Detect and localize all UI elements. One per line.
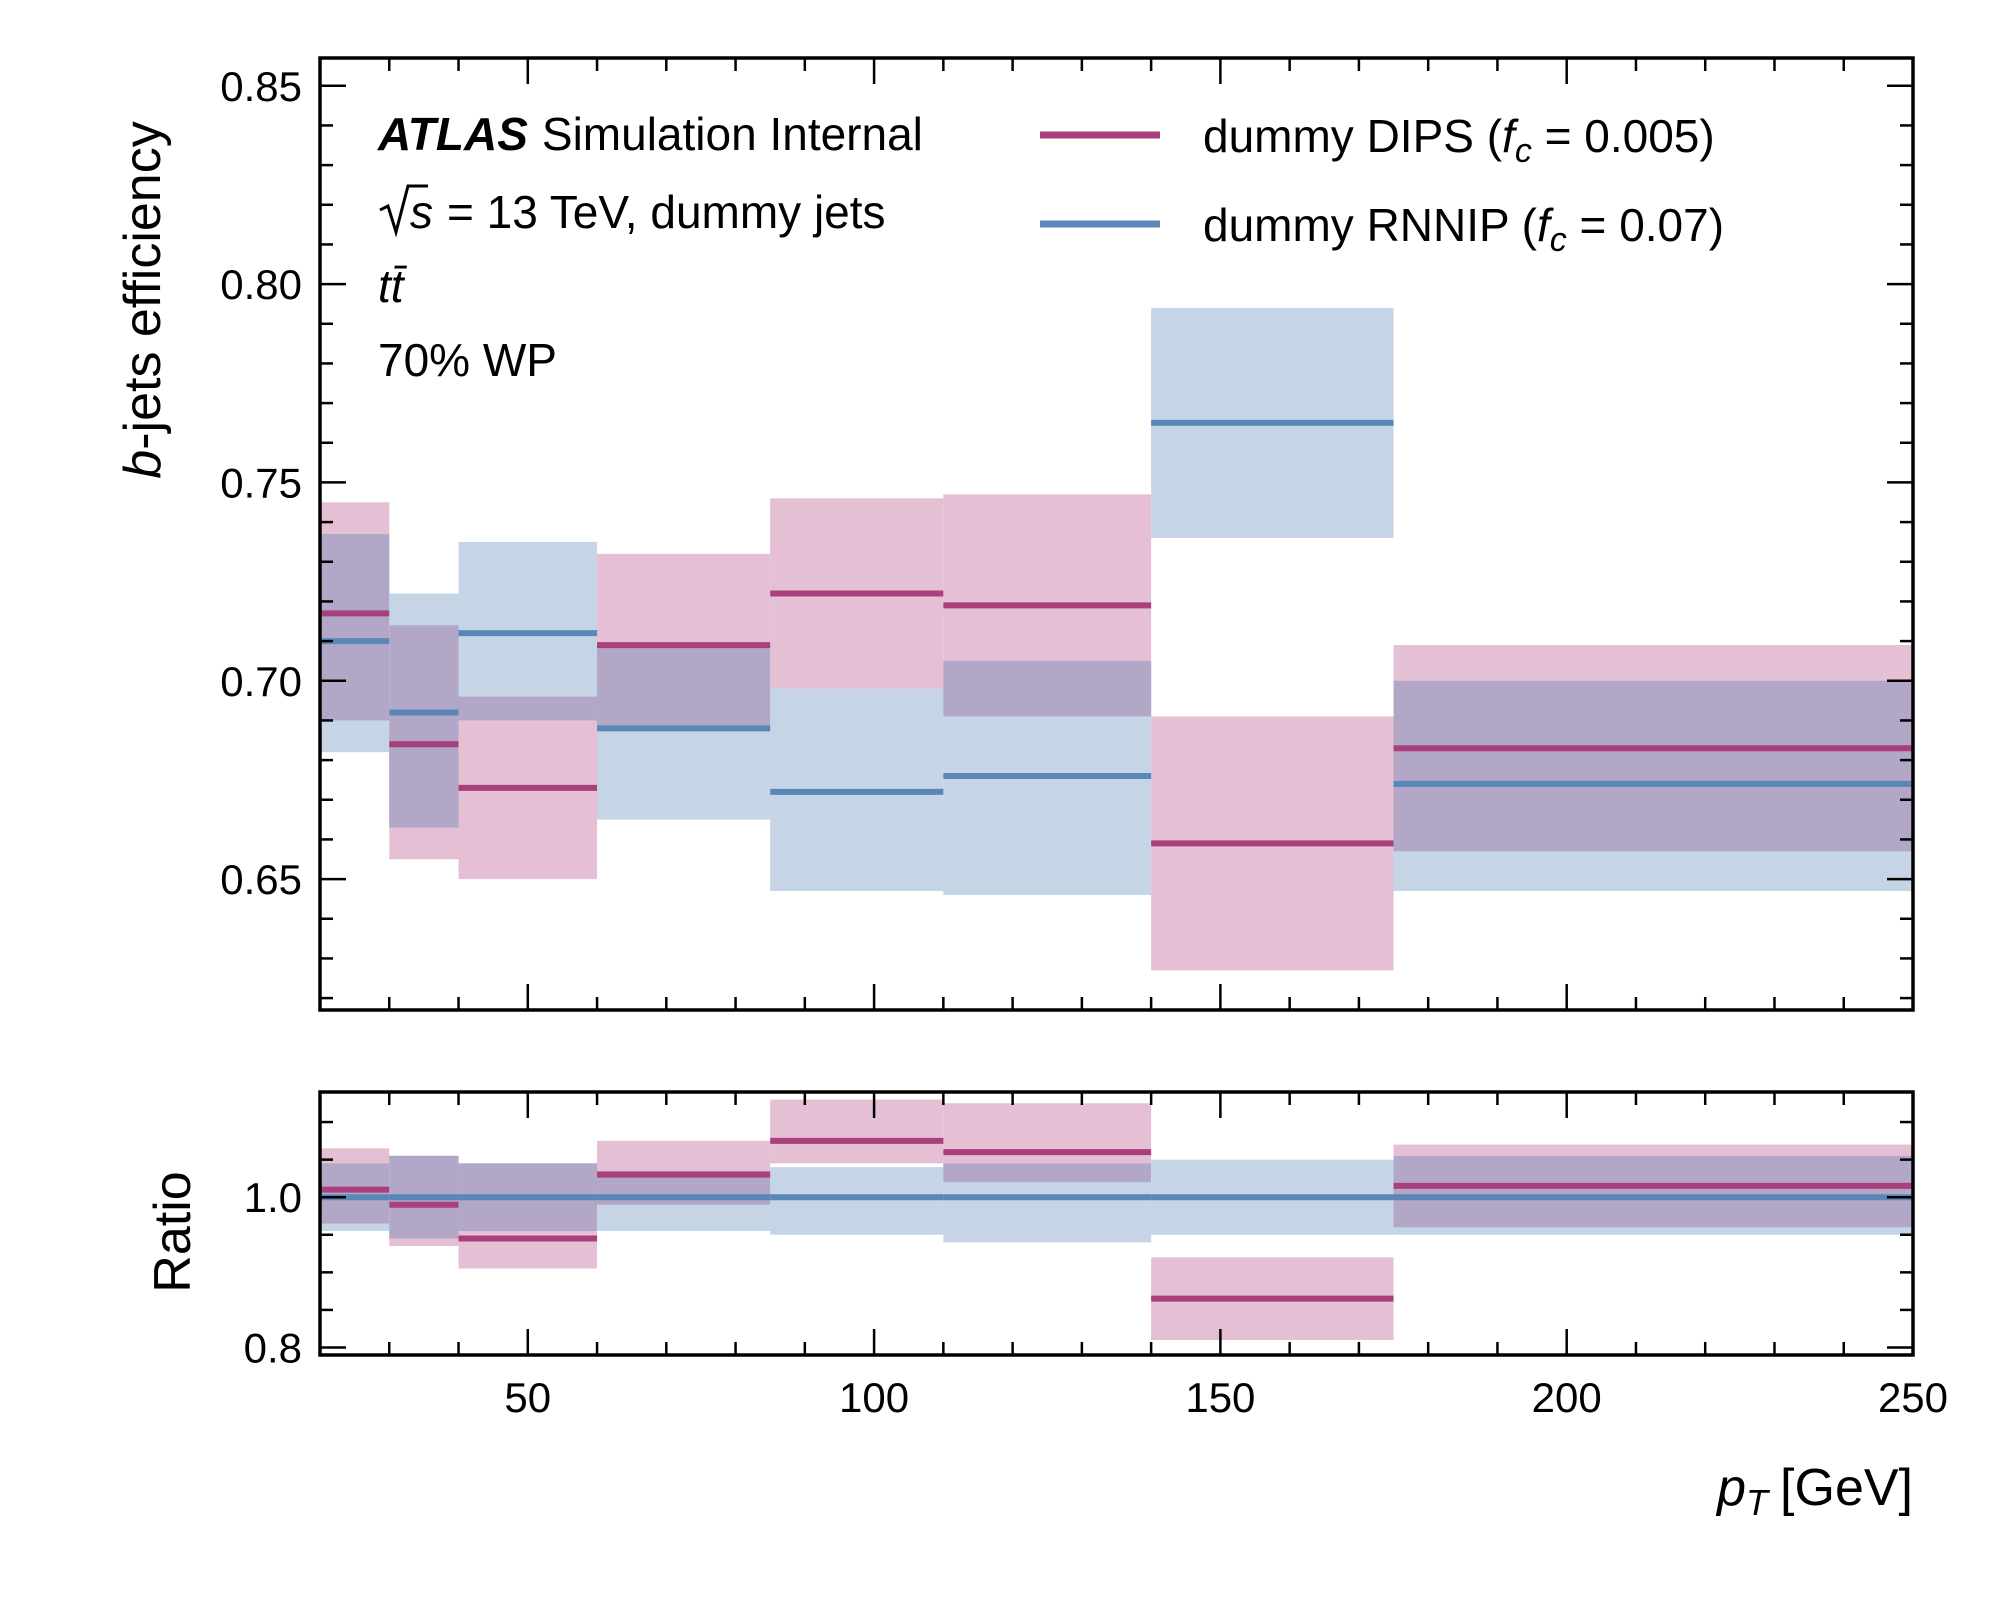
working-point-label: 70% WP: [378, 334, 557, 386]
x-tick-labels: 50 100 150 200 250: [504, 1374, 1948, 1421]
efficiency-y-tick-label: 0.65: [220, 856, 302, 903]
x-tick-label: 150: [1185, 1374, 1255, 1421]
x-axis-title: pT [GeV]: [1715, 1459, 1913, 1523]
ratio-lines: [320, 1137, 1913, 1302]
ratio-error-bands: [320, 1099, 1913, 1340]
ratio-overlap-band: [943, 1163, 1152, 1183]
ratio-y-tick-label: 0.8: [244, 1324, 302, 1371]
efficiency-overlap-band: [389, 625, 459, 828]
efficiency-y-tick-labels: 0.65 0.70 0.75 0.80 0.85: [220, 63, 302, 903]
efficiency-panel: 0.65 0.70 0.75 0.80 0.85: [220, 56, 1915, 1012]
energy-annotation: s = 13 TeV, dummy jets: [379, 184, 886, 238]
efficiency-lines: [320, 419, 1913, 847]
sqrt-s-symbol: s = 13 TeV, dummy jets: [410, 186, 886, 238]
ratio-plot-frame: [318, 1090, 1915, 1357]
legend-entry-dips: dummy DIPS (fc = 0.005): [1040, 110, 1715, 170]
efficiency-y-tick-label: 0.80: [220, 261, 302, 308]
ratio-ticks: [318, 1092, 1915, 1355]
efficiency-y-tick-label: 0.75: [220, 459, 302, 506]
legend-entry-rnnip: dummy RNNIP (fc = 0.07): [1040, 199, 1724, 259]
legend-label-dips: dummy DIPS (fc = 0.005): [1203, 110, 1715, 170]
ratio-dips-band: [770, 1099, 944, 1164]
efficiency-y-tick-label: 0.85: [220, 63, 302, 110]
efficiency-overlap-band: [597, 645, 771, 729]
legend-label-rnnip: dummy RNNIP (fc = 0.07): [1203, 199, 1724, 259]
y-axis-title-ratio: Ratio: [144, 1171, 202, 1292]
process-label: tt̄: [378, 260, 408, 312]
ratio-y-tick-labels: 0.8 1.0: [244, 1174, 302, 1371]
y-axis-title-efficiency: b-jets efficiency: [114, 121, 172, 478]
x-tick-label: 100: [839, 1374, 909, 1421]
x-tick-label: 50: [504, 1374, 551, 1421]
x-tick-label: 200: [1532, 1374, 1602, 1421]
x-tick-label: 250: [1878, 1374, 1948, 1421]
efficiency-ticks: [318, 58, 1915, 1010]
atlas-annotation: ATLAS Simulation Internal s = 13 TeV, dumm…: [377, 108, 923, 386]
efficiency-plot-frame: [318, 56, 1915, 1012]
efficiency-overlap-band: [1393, 680, 1913, 852]
ratio-overlap-band: [320, 1163, 390, 1224]
legend: dummy DIPS (fc = 0.005) dummy RNNIP (fc …: [1040, 110, 1724, 259]
efficiency-overlap-band: [943, 660, 1152, 717]
ratio-rnnip-band: [770, 1167, 944, 1235]
ratio-overlap-band: [1393, 1155, 1913, 1228]
efficiency-error-bands: [320, 307, 1913, 971]
ratio-panel: 0.8 1.0: [244, 1090, 1915, 1371]
efficiency-overlap-band: [458, 696, 598, 721]
efficiency-y-tick-label: 0.70: [220, 658, 302, 705]
efficiency-overlap-band: [320, 534, 390, 721]
atlas-label: ATLAS Simulation Internal: [377, 108, 923, 160]
ratio-y-tick-label: 1.0: [244, 1174, 302, 1221]
